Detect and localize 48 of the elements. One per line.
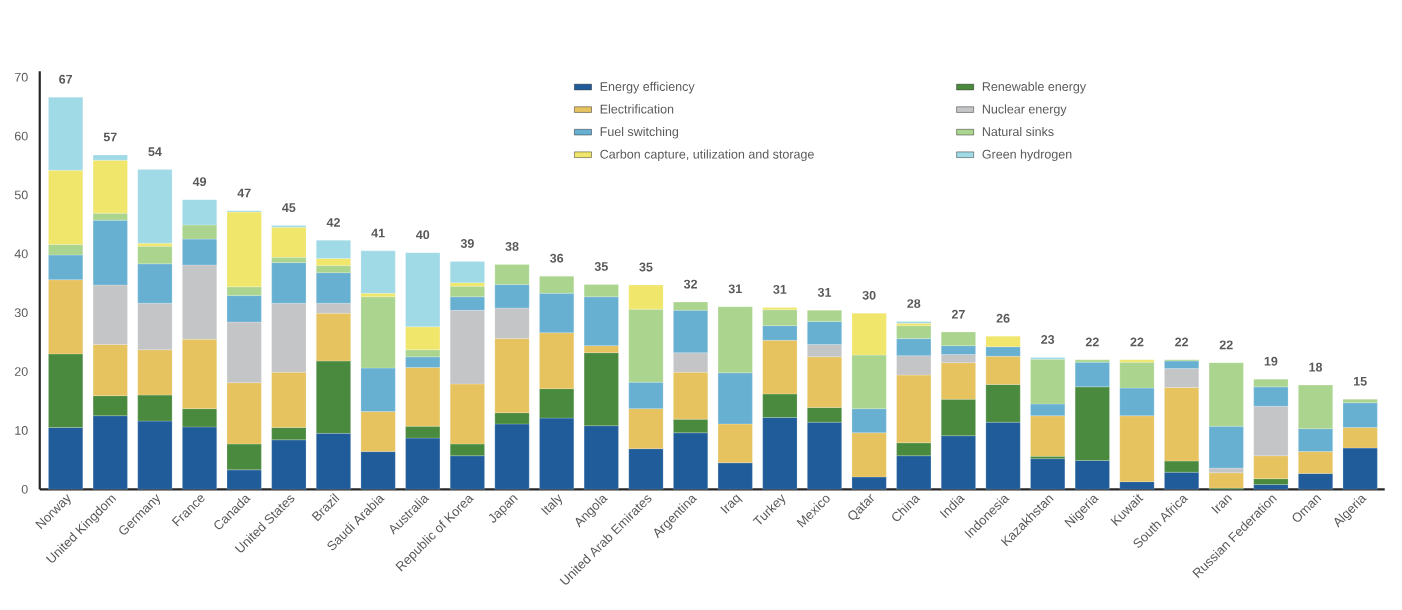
- total-label: 40: [415, 230, 430, 240]
- y-tick-label: 70: [14, 72, 28, 82]
- legend-label: Electrification: [600, 104, 674, 114]
- legend-label: Energy efficiency: [600, 81, 695, 94]
- total-label: 35: [594, 262, 608, 271]
- legend-label: Green hydrogen: [982, 149, 1072, 162]
- total-label: 30: [862, 290, 876, 300]
- total-label: 32: [683, 279, 698, 289]
- y-tick-label: 40: [14, 249, 28, 259]
- total-label: 15: [1354, 376, 1367, 386]
- x-tick-label: Italy: [541, 494, 563, 516]
- total-label: 28: [907, 299, 921, 308]
- total-label: 42: [326, 218, 340, 227]
- y-tick-label: 30: [14, 308, 28, 318]
- total-label: 36: [550, 253, 564, 263]
- total-label: 57: [103, 132, 117, 142]
- total-label: 47: [237, 188, 251, 198]
- legend-label: Renewable energy: [982, 81, 1087, 94]
- legend-label: Nuclear energy: [982, 104, 1067, 116]
- total-label: 35: [639, 262, 653, 272]
- y-tick-label: 0: [21, 484, 28, 494]
- total-label: 41: [371, 228, 385, 238]
- total-label: 22: [1130, 337, 1144, 347]
- total-label: 31: [817, 287, 832, 297]
- total-label: 27: [951, 309, 965, 319]
- total-label: 67: [59, 74, 73, 84]
- total-label: 31: [773, 284, 787, 294]
- total-label: 22: [1085, 337, 1099, 347]
- total-label: 45: [282, 203, 296, 213]
- total-label: 31: [728, 284, 742, 294]
- y-tick-label: 20: [14, 367, 28, 376]
- y-tick-label: 10: [15, 426, 28, 435]
- total-label: 38: [505, 242, 519, 251]
- total-label: 54: [148, 147, 162, 157]
- x-tick-label: Iraq: [720, 494, 743, 514]
- total-label: 23: [1041, 335, 1055, 344]
- total-label: 39: [460, 239, 474, 248]
- total-label: 49: [192, 177, 207, 187]
- legend-label: Natural sinks: [982, 126, 1054, 137]
- y-tick-label: 50: [14, 190, 28, 200]
- total-label: 19: [1264, 356, 1278, 366]
- total-label: 26: [996, 313, 1010, 323]
- legend-label: Carbon capture, utilization and storage: [600, 149, 814, 162]
- total-label: 18: [1309, 362, 1323, 372]
- legend-label: Fuel switching: [600, 126, 679, 139]
- y-tick-label: 60: [14, 131, 28, 141]
- total-label: 22: [1175, 337, 1189, 347]
- total-label: 22: [1219, 340, 1233, 350]
